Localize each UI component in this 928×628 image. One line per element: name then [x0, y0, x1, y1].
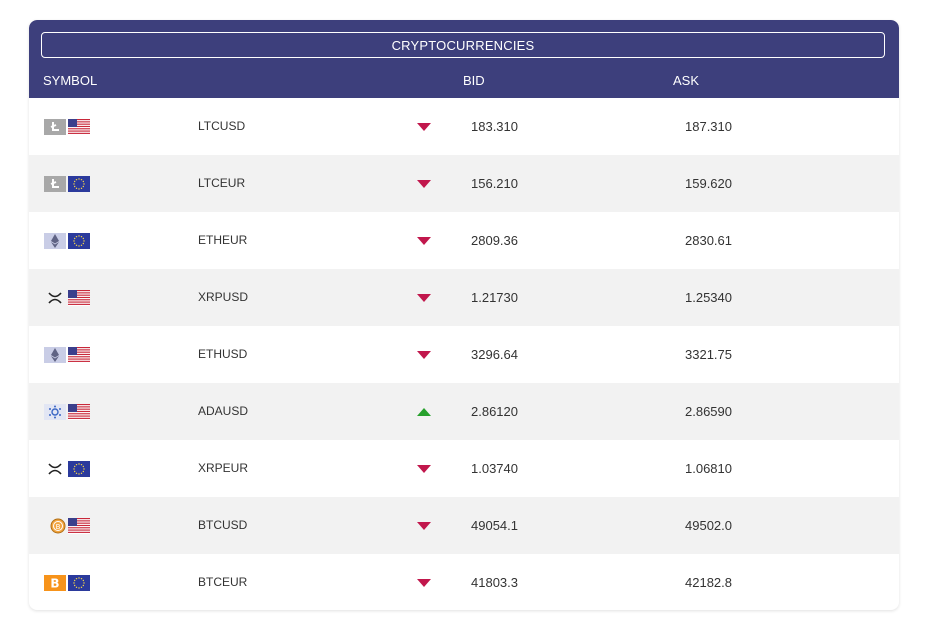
trend-down-icon — [416, 577, 432, 591]
svg-text:B: B — [56, 523, 61, 531]
symbol-name: ETHUSD — [198, 347, 248, 361]
litecoin-icon — [44, 175, 66, 192]
ask-value: 42182.8 — [685, 575, 732, 590]
xrp-icon — [44, 290, 66, 306]
trend-down-icon — [416, 235, 432, 249]
symbol-name: ETHEUR — [198, 233, 248, 247]
ask-value: 49502.0 — [685, 518, 732, 533]
bitcoin-coin-icon: B — [44, 518, 66, 534]
bid-value: 2.86120 — [471, 404, 518, 419]
bid-value: 1.21730 — [471, 290, 518, 305]
litecoin-icon — [44, 118, 66, 135]
us-flag-icon — [68, 403, 90, 420]
symbol-icons — [44, 232, 90, 249]
ethereum-icon — [44, 346, 66, 363]
symbol-name: LTCEUR — [198, 176, 246, 190]
svg-text:B: B — [50, 576, 59, 590]
ethereum-icon — [44, 232, 66, 249]
trend-down-icon — [416, 349, 432, 363]
quote-row[interactable]: XRPUSD 1.21730 1.25340 — [29, 269, 899, 326]
ask-value: 1.06810 — [685, 461, 732, 476]
ask-value: 2830.61 — [685, 233, 732, 248]
bid-value: 41803.3 — [471, 575, 518, 590]
quote-row[interactable]: ETHEUR 2809.36 2830.61 — [29, 212, 899, 269]
bid-value: 49054.1 — [471, 518, 518, 533]
quote-row[interactable]: ETHUSD 3296.64 3321.75 — [29, 326, 899, 383]
trend-down-icon — [416, 292, 432, 306]
trend-down-icon — [416, 121, 432, 135]
quote-row[interactable]: B BTCEUR 41803.3 42182.8 — [29, 554, 899, 610]
trend-up-icon — [416, 406, 432, 420]
bid-value: 2809.36 — [471, 233, 518, 248]
column-header-ask: ASK — [673, 73, 700, 88]
symbol-icons — [44, 289, 90, 306]
ask-value: 3321.75 — [685, 347, 732, 362]
symbol-icons — [44, 175, 90, 192]
symbol-name: LTCUSD — [198, 119, 246, 133]
symbol-icons — [44, 460, 90, 477]
bid-value: 1.03740 — [471, 461, 518, 476]
quote-row[interactable]: B BTCUSD 49054.1 49502.0 — [29, 497, 899, 554]
bid-value: 183.310 — [471, 119, 518, 134]
quote-row[interactable]: ADAUSD 2.86120 2.86590 — [29, 383, 899, 440]
crypto-widget: CRYPTOCURRENCIES SYMBOL BID ASK LTCUSD 18… — [29, 20, 899, 610]
column-header-bid: BID — [463, 73, 485, 88]
widget-header: CRYPTOCURRENCIES SYMBOL BID ASK — [29, 20, 899, 98]
symbol-name: ADAUSD — [198, 404, 249, 418]
trend-down-icon — [416, 463, 432, 477]
bid-value: 156.210 — [471, 176, 518, 191]
eu-flag-icon — [68, 574, 90, 591]
trend-down-icon — [416, 178, 432, 192]
ask-value: 2.86590 — [685, 404, 732, 419]
trend-down-icon — [416, 520, 432, 534]
xrp-icon — [44, 461, 66, 477]
column-header-symbol: SYMBOL — [43, 73, 98, 88]
quote-list: LTCUSD 183.310 187.310 LTCEUR 156.210 159.620… — [29, 98, 899, 610]
symbol-icons: B — [44, 517, 90, 534]
cardano-icon — [44, 403, 66, 420]
quote-row[interactable]: XRPEUR 1.03740 1.06810 — [29, 440, 899, 497]
symbol-name: XRPEUR — [198, 461, 249, 475]
eu-flag-icon — [68, 232, 90, 249]
widget-title: CRYPTOCURRENCIES — [41, 32, 885, 58]
symbol-icons — [44, 403, 90, 420]
bitcoin-icon: B — [44, 574, 66, 591]
ask-value: 159.620 — [685, 176, 732, 191]
bid-value: 3296.64 — [471, 347, 518, 362]
symbol-icons: B — [44, 574, 90, 591]
ask-value: 187.310 — [685, 119, 732, 134]
symbol-name: XRPUSD — [198, 290, 249, 304]
symbol-icons — [44, 118, 90, 135]
quote-row[interactable]: LTCUSD 183.310 187.310 — [29, 98, 899, 155]
symbol-icons — [44, 346, 90, 363]
ask-value: 1.25340 — [685, 290, 732, 305]
us-flag-icon — [68, 118, 90, 135]
eu-flag-icon — [68, 175, 90, 192]
us-flag-icon — [68, 346, 90, 363]
quote-row[interactable]: LTCEUR 156.210 159.620 — [29, 155, 899, 212]
us-flag-icon — [68, 517, 90, 534]
eu-flag-icon — [68, 460, 90, 477]
us-flag-icon — [68, 289, 90, 306]
symbol-name: BTCUSD — [198, 518, 248, 532]
symbol-name: BTCEUR — [198, 575, 248, 589]
